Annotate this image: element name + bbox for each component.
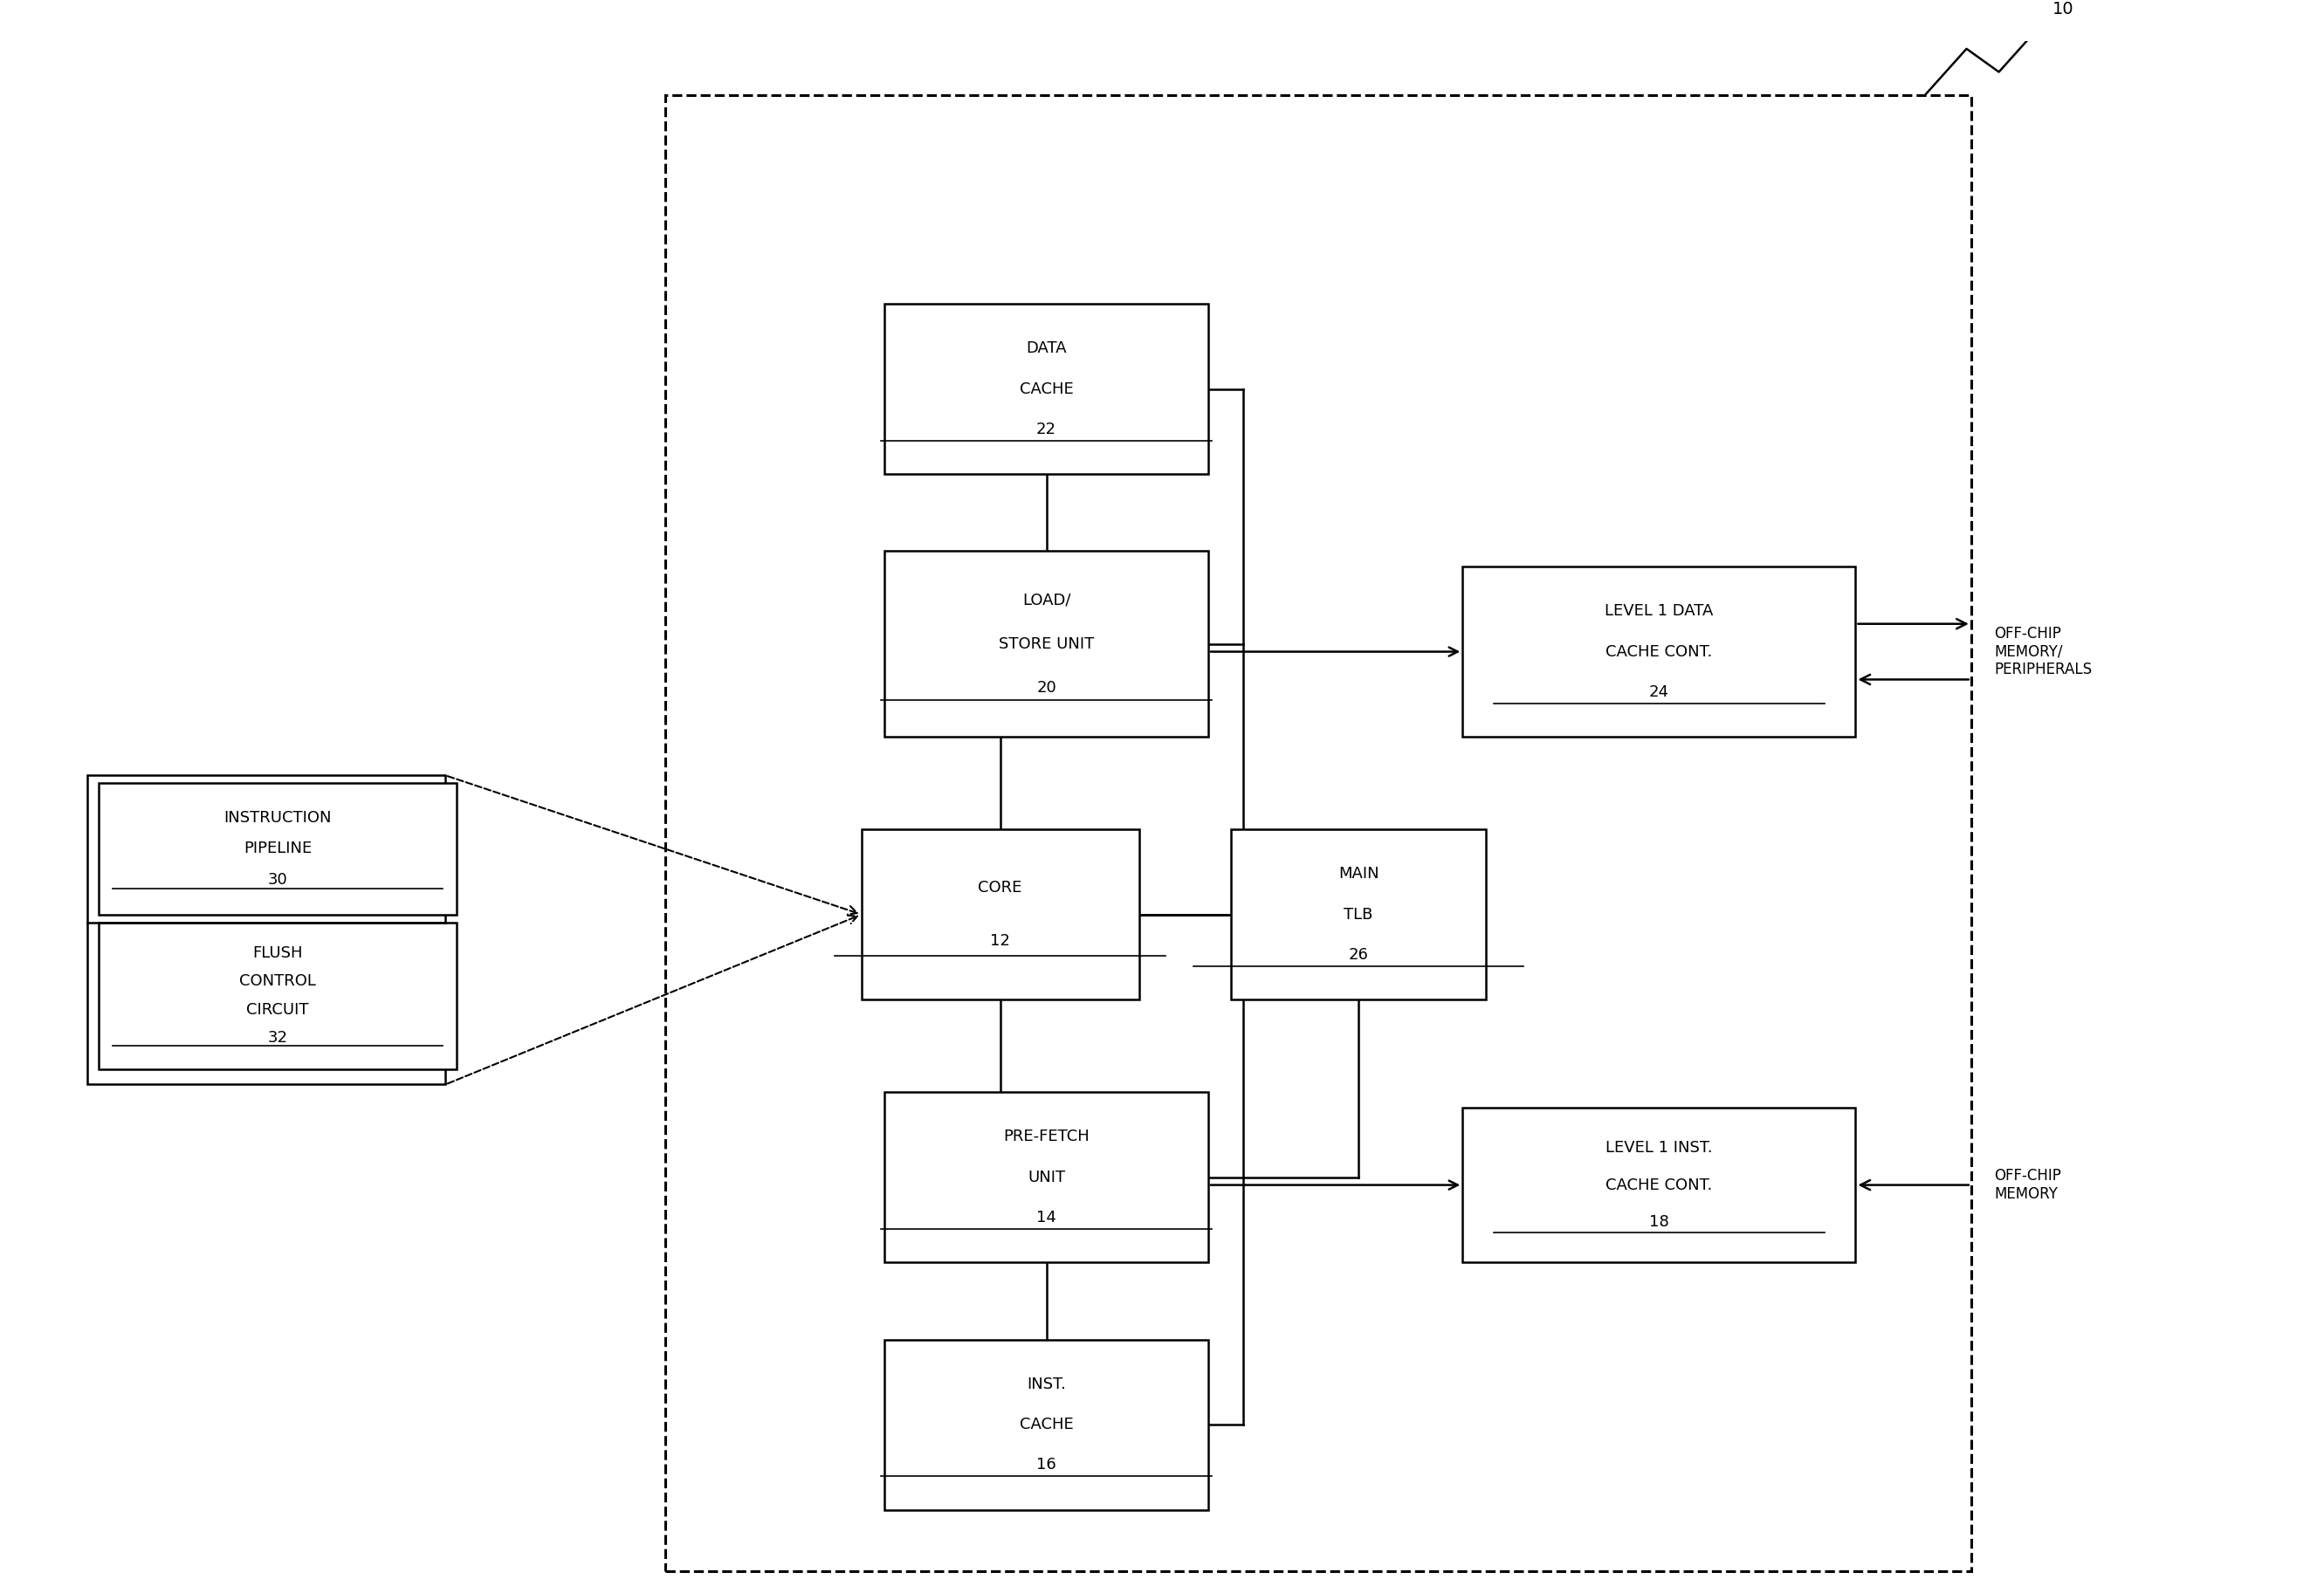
- Text: CACHE: CACHE: [1020, 1416, 1074, 1432]
- Text: 14: 14: [1037, 1211, 1057, 1225]
- Bar: [1232, 830, 1485, 999]
- Text: CACHE: CACHE: [1020, 381, 1074, 397]
- Bar: [86, 776, 446, 1085]
- Bar: [1462, 567, 1855, 736]
- Text: TLB: TLB: [1343, 906, 1373, 922]
- Text: 20: 20: [1037, 680, 1057, 696]
- Text: 26: 26: [1348, 948, 1369, 962]
- Text: STORE UNIT: STORE UNIT: [999, 636, 1095, 652]
- Text: PRE-FETCH: PRE-FETCH: [1004, 1129, 1090, 1145]
- Text: 30: 30: [267, 873, 288, 887]
- Text: 22: 22: [1037, 422, 1057, 436]
- Text: LOAD/: LOAD/: [1023, 593, 1071, 607]
- Text: 10: 10: [2052, 2, 2073, 18]
- Text: INST.: INST.: [1027, 1376, 1067, 1392]
- Text: INSTRUCTION: INSTRUCTION: [223, 809, 332, 825]
- Text: LEVEL 1 DATA: LEVEL 1 DATA: [1606, 604, 1713, 620]
- Text: CIRCUIT: CIRCUIT: [246, 1002, 309, 1018]
- Bar: [862, 830, 1139, 999]
- Text: UNIT: UNIT: [1027, 1169, 1064, 1185]
- Text: CONTROL: CONTROL: [239, 973, 316, 989]
- Text: 16: 16: [1037, 1458, 1057, 1474]
- Bar: [98, 922, 458, 1069]
- Bar: [665, 96, 1971, 1571]
- Text: 18: 18: [1650, 1214, 1669, 1230]
- Bar: [98, 784, 458, 914]
- Text: CACHE CONT.: CACHE CONT.: [1606, 1177, 1713, 1193]
- Text: 24: 24: [1650, 685, 1669, 699]
- Text: 12: 12: [990, 933, 1011, 949]
- Text: FLUSH: FLUSH: [253, 945, 302, 961]
- Bar: [885, 1340, 1208, 1510]
- Text: OFF-CHIP
MEMORY/
PERIPHERALS: OFF-CHIP MEMORY/ PERIPHERALS: [1994, 626, 2092, 677]
- Text: OFF-CHIP
MEMORY: OFF-CHIP MEMORY: [1994, 1168, 2061, 1203]
- Bar: [885, 1093, 1208, 1262]
- Bar: [1462, 1107, 1855, 1262]
- Text: CACHE CONT.: CACHE CONT.: [1606, 644, 1713, 660]
- Bar: [885, 551, 1208, 736]
- Text: PIPELINE: PIPELINE: [244, 841, 311, 857]
- Text: MAIN: MAIN: [1339, 867, 1378, 883]
- Text: 32: 32: [267, 1031, 288, 1047]
- Text: CORE: CORE: [978, 879, 1023, 895]
- Text: LEVEL 1 INST.: LEVEL 1 INST.: [1606, 1141, 1713, 1157]
- Text: DATA: DATA: [1027, 341, 1067, 357]
- Bar: [885, 304, 1208, 473]
